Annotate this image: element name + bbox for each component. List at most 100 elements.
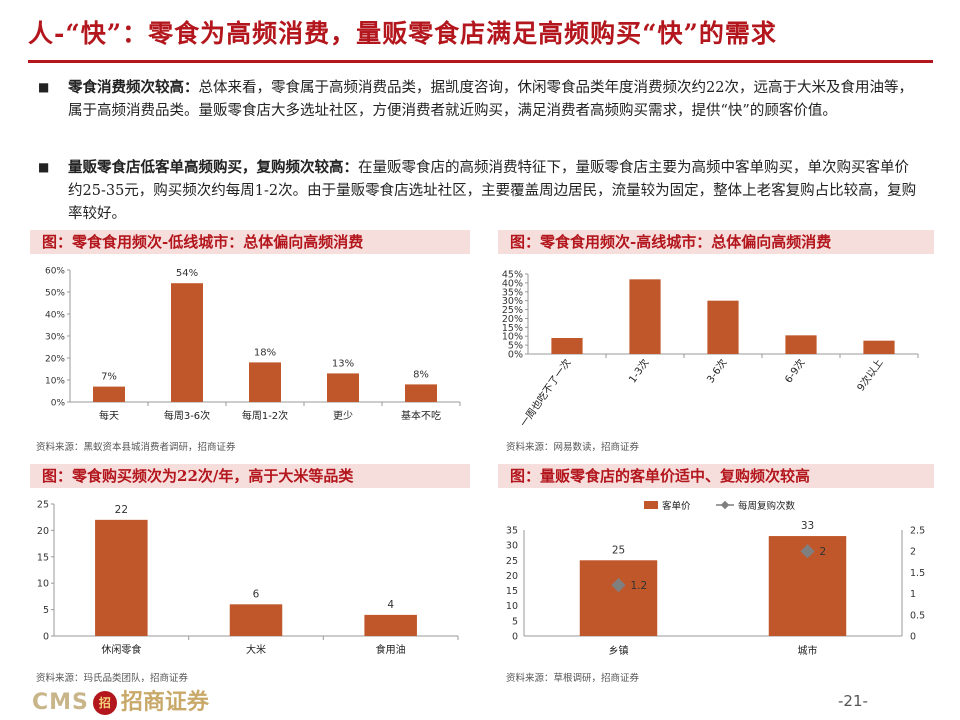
y-left-tick-label: 25 [506, 556, 518, 567]
y-right-tick-label: 1 [910, 589, 916, 600]
y-tick-label: 30% [502, 296, 523, 307]
y-tick-label: 40% [45, 311, 65, 321]
x-category-label: 每周3-6次 [164, 409, 210, 422]
bar [229, 604, 283, 636]
bullet-square-icon: ■ [38, 160, 50, 174]
bullet-1-bold: 零食消费频次较高： [68, 79, 199, 96]
y-right-tick-label: 0.5 [910, 610, 925, 621]
panel-1-source: 资料来源：黑蚁资本县城消费者调研，招商证券 [36, 442, 236, 453]
marker-label: 1.2 [631, 580, 648, 592]
page-title: 人-“快”：零食为高频消费，量贩零食店满足高频购买“快”的需求 [28, 19, 777, 48]
x-category-label: 城市 [798, 644, 818, 657]
y-left-tick-label: 0 [512, 632, 518, 643]
chart-low-tier-frequency: 0% 10% 20% 30% 40% 50% 60% 7% 每天 54% 每周3-6次 18% 每周1-… [45, 267, 461, 422]
x-category-label: 3-6次 [704, 356, 730, 385]
page-number: -21- [838, 692, 868, 710]
data-label: 8% [413, 369, 429, 380]
bullet-2-bold: 量贩零食店低客单高频购买，复购频次较高： [68, 159, 358, 176]
title-divider [28, 60, 933, 63]
y-right-tick-label: 2 [910, 547, 916, 558]
bar [364, 614, 417, 636]
x-category-label: 大米 [246, 643, 266, 656]
line-marker [611, 578, 626, 593]
bar [171, 283, 203, 402]
x-category-label: 1-3次 [626, 356, 652, 385]
y-tick-label: 0% [508, 350, 523, 361]
y-tick-label: 50% [45, 289, 65, 299]
data-label: 33 [801, 520, 814, 532]
bar [551, 338, 583, 354]
y-left-tick-label: 15 [506, 586, 518, 597]
y-tick-label: 5 [43, 605, 49, 616]
bullet-square-icon: ■ [38, 80, 50, 94]
bullet-1-text: 总体来看，零食属于高频消费品类，据凯度咨询，休闲零食品类年度消费频次约22次，远… [68, 80, 913, 119]
y-left-tick-label: 5 [512, 616, 518, 627]
y-tick-label: 20% [45, 355, 65, 365]
y-tick-label: 45% [502, 270, 523, 281]
y-tick-label: 25 [37, 500, 49, 511]
marker-label: 2 [820, 546, 827, 558]
y-tick-label: 20% [502, 314, 523, 325]
x-category-label: 每周1-2次 [242, 409, 288, 422]
logo-cn: 招商证券 [120, 689, 209, 715]
chart-basket-repurchase: 0 5 10 15 20 25 30 35 0 0.5 1 1.5 2 2.5 25 乡镇 1.2 33 城市 2 客单… [506, 500, 925, 657]
x-category-label: 9次以上 [854, 356, 886, 393]
bar [629, 279, 661, 354]
y-tick-label: 15 [37, 552, 49, 563]
bullet-1: ■ 零食消费频次较高：总体来看，零食属于高频消费品类，据凯度咨询，休闲零食品类年… [38, 76, 918, 123]
y-right-tick-label: 1.5 [910, 568, 925, 579]
bar [579, 560, 658, 636]
bar [707, 300, 739, 354]
line-marker [800, 544, 815, 559]
y-left-tick-label: 20 [506, 571, 518, 582]
y-tick-label: 5% [508, 341, 523, 352]
panel-4-source: 资料来源：草根调研，招商证券 [506, 673, 640, 684]
y-left-tick-label: 30 [506, 541, 518, 552]
x-category-label: 6-9次 [782, 356, 808, 385]
y-tick-label: 60% [45, 267, 65, 277]
cms-logo: CMS 招招商证券 [32, 684, 209, 716]
x-category-label: 更少 [333, 410, 353, 422]
panel-2-source: 资料来源：网易数读，招商证券 [506, 442, 640, 453]
y-tick-label: 10 [37, 579, 49, 590]
data-label: 25 [612, 544, 625, 556]
data-label: 54% [176, 268, 198, 279]
y-tick-label: 25% [502, 305, 523, 316]
bar [785, 335, 817, 354]
y-tick-label: 15% [502, 323, 523, 334]
data-label: 22 [115, 504, 128, 516]
legend-swatch [644, 501, 658, 509]
y-right-tick-label: 0 [910, 632, 916, 643]
x-category-label: 休闲零食 [101, 643, 141, 656]
y-tick-label: 10% [45, 377, 65, 387]
logo-badge-icon: 招 [92, 691, 117, 715]
x-category-label: 食用油 [376, 643, 406, 656]
bar [405, 384, 437, 402]
bar [249, 362, 281, 402]
y-tick-label: 40% [502, 278, 523, 289]
logo-text: CMS [32, 690, 89, 715]
data-label: 7% [101, 372, 117, 383]
y-tick-label: 10% [502, 332, 523, 343]
chart-high-tier-frequency: 0%5%10%15%20%25%30%35%40%45% 一周也吃不了一次 1-3次… [502, 270, 919, 429]
bullet-2-text: 在量贩零食店的高频消费特征下，量贩零食店主要为高频中客单购买，单次购买客单价约2… [68, 160, 917, 222]
bar [95, 519, 148, 636]
legend-label: 每周复购次数 [738, 500, 796, 512]
data-label: 4 [387, 599, 394, 611]
y-left-tick-label: 35 [506, 526, 518, 537]
bar [863, 340, 895, 354]
y-left-tick-label: 10 [506, 601, 518, 612]
y-tick-label: 0% [51, 399, 66, 409]
y-right-tick-label: 2.5 [910, 526, 925, 537]
y-tick-label: 35% [502, 287, 523, 298]
chart-purchase-frequency: 0 5 10 15 20 25 22 休闲零食 6 大米 4 食用油 [37, 500, 459, 656]
data-label: 6 [253, 588, 260, 600]
panel-2-heading: 图：零食食用频次-高线城市：总体偏向高频消费 [498, 230, 934, 254]
panel-1-heading: 图：零食食用频次-低线城市：总体偏向高频消费 [30, 230, 470, 254]
bar [93, 386, 125, 402]
legend-label: 客单价 [662, 500, 691, 512]
panel-3-heading: 图：零食购买频次为22次/年，高于大米等品类 [30, 464, 470, 488]
y-tick-label: 30% [45, 333, 65, 343]
y-tick-label: 0 [43, 632, 49, 643]
data-label: 13% [332, 358, 354, 369]
